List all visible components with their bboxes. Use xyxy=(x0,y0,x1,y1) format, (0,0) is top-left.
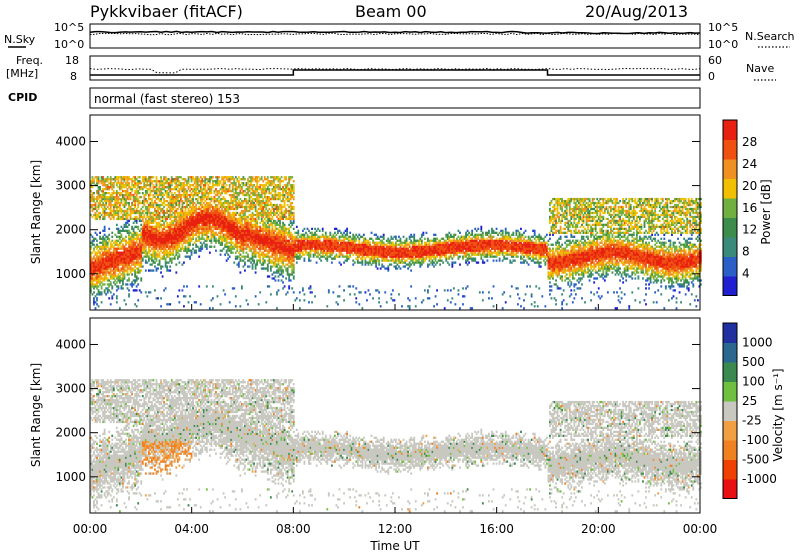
velocity-panel: 1000 2000 3000 4000 Slant Range [km] 1000 50… xyxy=(29,317,785,514)
velocity-y-axis-label: Slant Range [km] xyxy=(29,363,43,467)
noise-sky-line xyxy=(89,30,701,35)
colorbar-swatch xyxy=(723,256,737,277)
colorbar-tick-label: 20 xyxy=(742,179,757,193)
nave-right-tick-bottom: 0 xyxy=(708,70,715,83)
y-tick-label: 3000 xyxy=(55,179,86,193)
power-colorbar: 28 24 20 16 12 8 4 xyxy=(722,119,757,296)
power-panel: 1000 2000 3000 4000 Slant Range [km] 28 24 20… xyxy=(29,114,773,311)
velocity-cells xyxy=(90,379,702,513)
colorbar-swatch xyxy=(723,323,737,343)
y-tick-label: 4000 xyxy=(55,134,86,148)
velocity-colorbar: 1000 500 100 25 -25 -100 -500 -1000 xyxy=(722,322,777,499)
frequency-panel: Freq. [MHz] 18 8 60 0 Nave xyxy=(6,54,776,83)
noise-search-line xyxy=(89,32,701,36)
x-tick-label: 04:00 xyxy=(174,522,209,536)
freq-unit-label: [MHz] xyxy=(6,67,38,80)
colorbar-swatch xyxy=(723,459,737,480)
nsky-label: N.Sky xyxy=(4,33,36,46)
colorbar-swatch xyxy=(723,381,737,402)
colorbar-swatch xyxy=(723,237,737,257)
colorbar-tick-label: 24 xyxy=(742,157,757,171)
colorbar-tick-label: 25 xyxy=(742,394,757,408)
x-tick-label: 00:00 xyxy=(73,522,108,536)
colorbar-swatch xyxy=(723,479,737,499)
x-axis-ticks: 00:00 04:00 08:00 12:00 16:00 20:00 00:00 xyxy=(73,304,718,536)
nsearch-label: N.Search xyxy=(745,30,795,43)
frequency-line xyxy=(90,69,700,76)
colorbar-swatch xyxy=(723,198,737,218)
colorbar-swatch xyxy=(723,217,737,238)
colorbar-tick-label: -25 xyxy=(742,414,762,428)
colorbar-tick-label: -100 xyxy=(742,433,769,447)
nave-label: Nave xyxy=(746,62,774,75)
power-cells xyxy=(90,176,702,310)
colorbar-swatch xyxy=(723,120,737,140)
colorbar-swatch xyxy=(723,440,737,460)
y-tick-label: 1000 xyxy=(55,470,86,484)
power-y-ticks: 1000 2000 3000 4000 xyxy=(55,134,700,281)
cpid-label: CPID xyxy=(8,91,37,104)
noise-left-tick-bottom: 10^0 xyxy=(54,38,84,51)
noise-left-tick-top: 10^5 xyxy=(54,21,84,34)
colorbar-swatch xyxy=(723,139,737,160)
colorbar-tick-label: -500 xyxy=(742,453,769,467)
colorbar-swatch xyxy=(723,401,737,421)
colorbar-tick-label: 12 xyxy=(742,223,757,237)
colorbar-swatch xyxy=(723,362,737,382)
y-tick-label: 2000 xyxy=(55,223,86,237)
cpid-text: normal (fast stereo) 153 xyxy=(94,92,240,106)
colorbar-tick-label: 1000 xyxy=(742,336,773,350)
y-tick-label: 2000 xyxy=(55,426,86,440)
noise-panel: N.Sky 10^5 10^0 10^5 10^0 N.Search xyxy=(4,21,795,51)
noise-right-tick-top: 10^5 xyxy=(708,21,738,34)
velocity-colorbar-label: Velocity [m s⁻¹] xyxy=(771,368,785,461)
colorbar-tick-label: 500 xyxy=(742,355,765,369)
power-y-axis-label: Slant Range [km] xyxy=(29,160,43,264)
velocity-y-ticks: 1000 2000 3000 4000 xyxy=(55,337,700,484)
colorbar-swatch xyxy=(723,178,737,199)
y-tick-label: 1000 xyxy=(55,267,86,281)
x-tick-label: 20:00 xyxy=(581,522,616,536)
x-tick-label: 12:00 xyxy=(378,522,413,536)
colorbar-tick-label: -1000 xyxy=(742,472,777,486)
colorbar-swatch xyxy=(723,420,737,441)
colorbar-tick-label: 16 xyxy=(742,201,757,215)
station-title: Pykkvibaer (fitACF) xyxy=(90,2,243,21)
freq-label: Freq. xyxy=(16,54,43,67)
colorbar-tick-label: 4 xyxy=(742,267,750,281)
noise-right-tick-bottom: 10^0 xyxy=(708,38,738,51)
nave-right-tick-top: 60 xyxy=(708,54,722,67)
x-tick-label: 00:00 xyxy=(683,522,718,536)
colorbar-tick-label: 8 xyxy=(742,245,750,259)
x-axis-label: Time UT xyxy=(369,539,420,553)
x-tick-label: 16:00 xyxy=(479,522,514,536)
colorbar-swatch xyxy=(723,342,737,363)
x-tick-label: 08:00 xyxy=(276,522,311,536)
beam-title: Beam 00 xyxy=(355,2,427,21)
freq-left-tick-top: 18 xyxy=(65,54,79,67)
date-title: 20/Aug/2013 xyxy=(585,2,688,21)
nave-line xyxy=(89,67,701,74)
colorbar-swatch xyxy=(723,159,737,179)
colorbar-swatch xyxy=(723,276,737,296)
freq-left-tick-bottom: 8 xyxy=(70,70,77,83)
cpid-panel: CPID normal (fast stereo) 153 xyxy=(8,87,701,109)
colorbar-tick-label: 100 xyxy=(742,375,765,389)
y-tick-label: 3000 xyxy=(55,382,86,396)
y-tick-label: 4000 xyxy=(55,337,86,351)
power-colorbar-label: Power [dB] xyxy=(759,179,773,244)
colorbar-tick-label: 28 xyxy=(742,135,757,149)
